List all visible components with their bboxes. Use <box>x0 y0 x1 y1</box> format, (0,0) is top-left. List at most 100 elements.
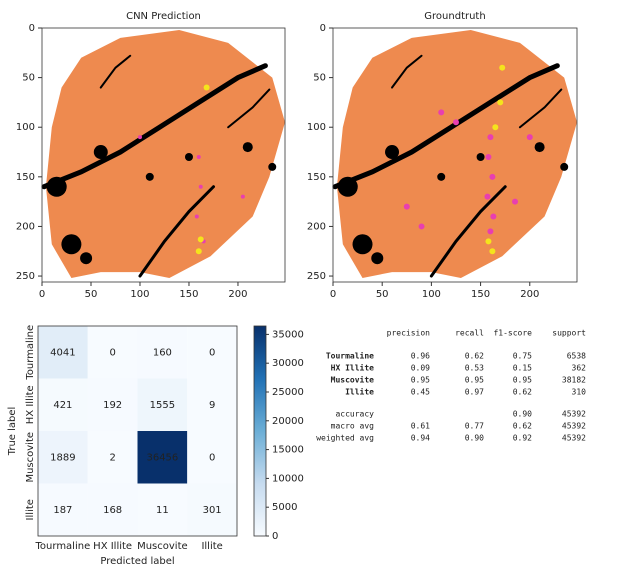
cell-label: 11 <box>156 505 169 516</box>
black-blob <box>534 142 545 153</box>
table-cell: 0.62 <box>513 422 532 431</box>
segmentation-image <box>41 29 285 279</box>
black-blob <box>145 172 154 181</box>
x-tick-label: Muscovite <box>137 541 188 552</box>
illite-spot <box>196 154 201 159</box>
x-tick-label: 100 <box>130 289 149 300</box>
heatmap-cell <box>38 326 88 379</box>
hx-illite-spot <box>195 248 202 255</box>
x-tick-label: HX Illite <box>93 541 132 552</box>
heatmap-cell <box>38 431 88 484</box>
table-cell: 6538 <box>567 352 586 361</box>
axes-frame <box>41 27 286 283</box>
heatmap-cell <box>137 378 188 431</box>
illite-spot <box>489 173 496 180</box>
y-tick-label: 150 <box>307 172 326 183</box>
table-cell: 0.90 <box>465 434 484 443</box>
cell-label: 1889 <box>50 452 75 463</box>
heatmap-frame <box>37 325 238 537</box>
y-tick-label: 100 <box>307 122 326 133</box>
cell-label: 1555 <box>150 400 175 411</box>
hx-illite-spot <box>485 238 492 245</box>
heatmap-cell <box>187 431 237 484</box>
heatmap-cell <box>38 378 88 431</box>
table-cell: 38182 <box>562 376 586 385</box>
row-label: Muscovite <box>331 375 375 385</box>
table-header: f1-score <box>493 329 532 338</box>
x-tick-label: 0 <box>39 289 45 300</box>
cell-label: 301 <box>203 505 222 516</box>
black-blob <box>385 145 400 160</box>
colorbar-tick-label: 30000 <box>272 358 304 369</box>
cell-label: 4041 <box>50 347 75 358</box>
black-blob <box>80 252 93 265</box>
cell-label: 421 <box>53 400 72 411</box>
illite-spot <box>240 194 245 199</box>
table-header: precision <box>387 329 431 338</box>
table-cell: 0.77 <box>465 422 484 431</box>
y-tick-label: 100 <box>16 122 35 133</box>
row-label: macro avg <box>331 422 375 431</box>
row-label: weighted avg <box>316 434 374 443</box>
table-cell: 0.45 <box>411 388 430 397</box>
heatmap-cell <box>187 483 237 536</box>
table-cell: 0.75 <box>513 352 532 361</box>
y-tick-label: 250 <box>16 271 35 282</box>
black-blob <box>352 234 373 255</box>
x-tick-label: 150 <box>471 289 490 300</box>
y-axis-label: True label <box>7 407 18 457</box>
colorbar-tick-label: 5000 <box>272 502 297 513</box>
table-cell: 45392 <box>562 410 586 419</box>
table-cell: 0.15 <box>513 364 532 373</box>
black-blob <box>61 234 82 255</box>
heatmap-cell <box>187 326 237 379</box>
illite-spot <box>487 134 494 141</box>
x-axis-label: Predicted label <box>100 556 174 567</box>
illite-spot <box>452 119 459 126</box>
axes-frame <box>332 27 578 283</box>
x-tick-label: 150 <box>179 289 198 300</box>
black-blob <box>437 172 446 181</box>
illite-spot <box>194 214 199 219</box>
illite-spot <box>198 184 203 189</box>
x-tick-label: 200 <box>228 289 247 300</box>
table-cell: 0.92 <box>513 434 532 443</box>
black-blob <box>46 176 67 197</box>
vein <box>429 185 507 278</box>
heatmap-cell <box>87 378 138 431</box>
colorbar-tick-label: 0 <box>272 531 278 542</box>
table-header: support <box>552 329 586 338</box>
y-tick-label: 50 <box>313 73 326 84</box>
y-tick-label: 250 <box>307 271 326 282</box>
x-tick-label: 50 <box>376 289 389 300</box>
vein <box>138 185 215 278</box>
cell-label: 0 <box>209 347 215 358</box>
black-blob <box>268 162 277 171</box>
black-blob <box>184 152 193 161</box>
vein <box>99 54 132 89</box>
table-cell: 0.94 <box>411 434 430 443</box>
table-cell: 310 <box>572 388 587 397</box>
table-cell: 0.09 <box>411 364 430 373</box>
heatmap-cell <box>137 326 188 379</box>
vein <box>41 63 268 190</box>
row-label: Tourmaline <box>326 351 374 361</box>
black-blob <box>371 252 384 265</box>
hx-illite-spot <box>489 248 496 255</box>
colorbar <box>253 325 267 537</box>
vein <box>332 63 560 190</box>
black-blob <box>337 176 358 197</box>
panel-title: CNN Prediction <box>126 11 201 22</box>
illite-spot <box>485 153 492 160</box>
black-blob <box>242 142 253 153</box>
cell-label: 0 <box>109 347 115 358</box>
cell-label: 2 <box>109 452 115 463</box>
black-blob <box>476 152 485 161</box>
x-tick-label: Illite <box>201 541 222 552</box>
y-tick-label: Illite <box>25 499 36 520</box>
row-label: HX Illite <box>331 363 375 373</box>
hx-illite-spot <box>197 236 204 243</box>
y-tick-label: 150 <box>16 172 35 183</box>
hx-illite-spot <box>497 99 504 106</box>
